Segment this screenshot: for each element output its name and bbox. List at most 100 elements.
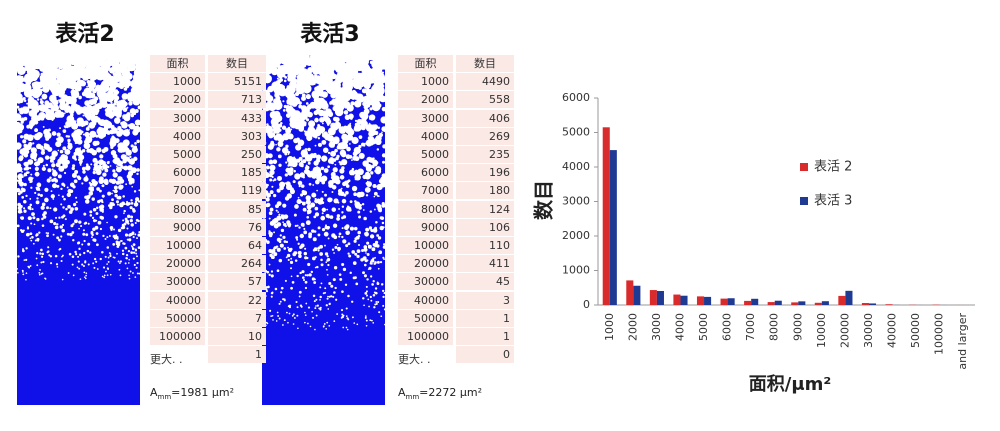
bubble: [304, 209, 307, 212]
bubble: [368, 305, 370, 308]
bubble: [340, 308, 344, 312]
bubble: [34, 239, 37, 242]
bubble: [295, 144, 302, 151]
bubble: [125, 219, 129, 224]
bubble: [78, 227, 80, 230]
bubble: [315, 97, 325, 107]
bubble: [72, 239, 75, 242]
bubble: [61, 254, 64, 257]
bubble: [282, 324, 284, 326]
bubble: [340, 151, 347, 158]
bubble: [91, 216, 95, 219]
bubble: [51, 131, 57, 136]
bubble: [271, 175, 274, 179]
bubble: [86, 85, 88, 88]
bubble: [341, 315, 344, 318]
bubble: [352, 82, 360, 89]
bubble: [383, 258, 385, 260]
bubble: [280, 228, 285, 233]
bubble: [305, 302, 308, 305]
bubble: [265, 165, 270, 170]
bubble: [35, 200, 40, 205]
bubble: [43, 66, 53, 76]
bubble: [363, 55, 370, 62]
x-tick-label: 30000: [862, 313, 875, 348]
bubble: [114, 193, 118, 198]
x-tick-label: 6000: [721, 313, 734, 341]
bubble: [351, 250, 356, 254]
bubble: [78, 95, 82, 100]
bubble: [32, 216, 36, 220]
bubble: [72, 164, 76, 168]
bubble: [364, 186, 371, 193]
bubble: [354, 174, 361, 181]
caption: Amm=2272 μm²: [398, 386, 482, 401]
bar: [861, 303, 869, 305]
bubble: [122, 107, 128, 113]
bubble: [270, 291, 274, 295]
bubble: [137, 219, 140, 223]
bubble: [293, 213, 297, 217]
bubble: [124, 61, 128, 64]
bubble: [33, 133, 41, 141]
bubble: [326, 208, 329, 211]
bubble: [372, 124, 379, 130]
bubble: [336, 313, 339, 315]
bubble: [44, 155, 50, 160]
bubble: [45, 163, 49, 167]
bubble: [272, 193, 277, 198]
bubble: [103, 146, 109, 152]
bubble: [266, 202, 271, 207]
bubble: [119, 148, 124, 153]
bubble: [58, 216, 61, 219]
bubble: [41, 166, 46, 172]
bubble: [313, 281, 317, 284]
bubble: [115, 180, 120, 185]
bubble: [289, 167, 294, 172]
bubble: [23, 259, 26, 261]
bubble: [341, 313, 344, 316]
bubble: [93, 162, 98, 168]
bubble: [297, 79, 302, 83]
bubble: [383, 308, 386, 311]
bubble: [30, 222, 33, 225]
bubble: [30, 147, 37, 154]
bubble: [68, 96, 77, 105]
bubble: [287, 247, 293, 253]
table-cell: 40000: [150, 291, 205, 309]
bubble: [300, 149, 309, 157]
bubble: [313, 215, 317, 219]
bubble: [268, 211, 273, 216]
bubble: [306, 118, 310, 122]
bubble: [362, 271, 365, 275]
bubble: [326, 268, 328, 271]
bubble: [372, 184, 377, 189]
bubble: [328, 180, 334, 186]
bubble: [114, 121, 117, 124]
bubble: [329, 101, 333, 105]
bubble: [345, 184, 350, 188]
bubble: [56, 236, 60, 240]
bubble: [65, 159, 70, 165]
bubble: [32, 142, 35, 145]
bubble: [317, 226, 321, 230]
bubble: [330, 50, 339, 60]
bubble: [318, 90, 325, 97]
bubble: [28, 55, 37, 64]
bubble: [90, 115, 99, 124]
bubble: [305, 93, 311, 100]
bubble: [302, 190, 308, 196]
bubble: [341, 133, 348, 141]
bubble: [382, 295, 385, 299]
bubble: [324, 287, 327, 290]
bubble: [324, 291, 327, 294]
bubble: [62, 79, 71, 89]
bubble: [294, 204, 299, 209]
bubble: [75, 128, 83, 137]
bubble: [19, 216, 23, 219]
bubble: [110, 178, 117, 185]
bubble: [334, 246, 338, 249]
bubble: [34, 166, 39, 171]
bubble: [354, 252, 358, 256]
x-axis-title: 面积/μm²: [749, 374, 831, 395]
